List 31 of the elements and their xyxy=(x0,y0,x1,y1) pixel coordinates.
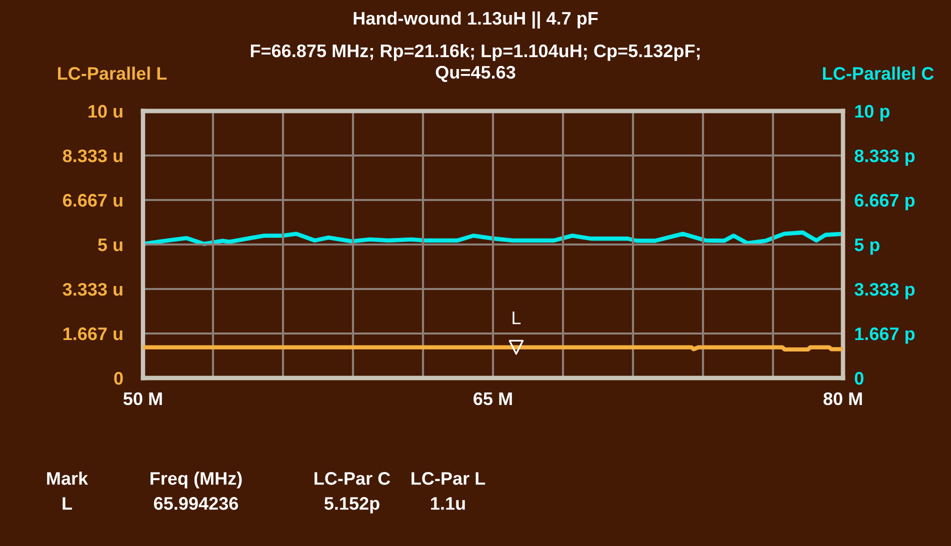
y-tick-label: 5 u xyxy=(98,238,122,252)
y2-tick-label: 1.667 p xyxy=(855,327,915,344)
y2-tick-label: 5 p xyxy=(854,238,880,255)
y-tick-label: 3.333 u xyxy=(62,282,122,296)
x-tick-label: 65 M xyxy=(474,392,512,406)
y2-tick-label: 8.333 p xyxy=(854,149,915,166)
y2-tick-label: 3.333 p xyxy=(854,282,915,300)
x-tick-label: 50 M xyxy=(123,392,162,406)
text: 5.152p xyxy=(324,497,380,514)
y-tick-label: 1.667 u xyxy=(63,327,122,340)
text: LC-Par L xyxy=(412,472,486,485)
line-series xyxy=(143,230,843,246)
text: LC-Par C xyxy=(314,472,390,485)
annotation: L xyxy=(512,312,521,324)
y2-axis-title: LC-Parallel C xyxy=(823,66,934,80)
text: 65.994236 xyxy=(154,497,238,510)
x-tick-label: 80 M xyxy=(824,392,862,406)
text: L xyxy=(62,497,72,510)
chart-subtitle: F=66.875 MHz; Rp=21.16k; Lp=1.104uH; Cp=5.132pF; Qu=45.63 xyxy=(250,44,700,82)
y2-tick-label: 6.667 p xyxy=(854,194,915,210)
text: 1.1u xyxy=(431,497,465,510)
chart-title: Hand-wound 1.13uH || 4.7 pF xyxy=(354,11,598,29)
y-tick-label: 8.333 u xyxy=(62,149,122,162)
y2-tick-label: 0 xyxy=(854,372,864,385)
y-tick-label: 10 u xyxy=(88,104,122,118)
y-tick-label: 0 xyxy=(114,372,123,385)
text: Mark xyxy=(47,472,88,485)
y2-tick-label: 10 p xyxy=(855,104,890,122)
text: Freq (MHz) xyxy=(150,472,242,488)
y-tick-label: 6.667 u xyxy=(62,194,122,207)
y-axis-title: LC-Parallel L xyxy=(58,66,167,80)
